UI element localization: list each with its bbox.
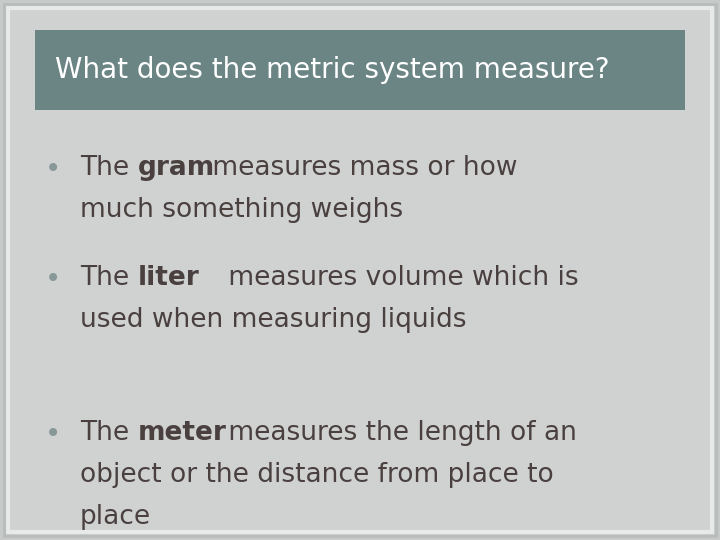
Text: place: place	[80, 504, 151, 530]
Text: What does the metric system measure?: What does the metric system measure?	[55, 56, 610, 84]
Text: gram: gram	[138, 155, 215, 181]
Text: used when measuring liquids: used when measuring liquids	[80, 307, 467, 333]
Text: measures the length of an: measures the length of an	[220, 420, 577, 446]
Text: meter: meter	[138, 420, 227, 446]
Text: measures volume which is: measures volume which is	[220, 265, 578, 291]
Bar	[35, 30, 685, 110]
Text: liter: liter	[138, 265, 200, 291]
Text: •: •	[45, 155, 61, 183]
Text: object or the distance from place to: object or the distance from place to	[80, 462, 554, 488]
Text: measures mass or how: measures mass or how	[204, 155, 517, 181]
Text: much something weighs: much something weighs	[80, 197, 403, 223]
Text: •: •	[45, 420, 61, 448]
Text: The: The	[80, 155, 138, 181]
Text: •: •	[45, 265, 61, 293]
Text: The: The	[80, 420, 138, 446]
Text: The: The	[80, 265, 138, 291]
